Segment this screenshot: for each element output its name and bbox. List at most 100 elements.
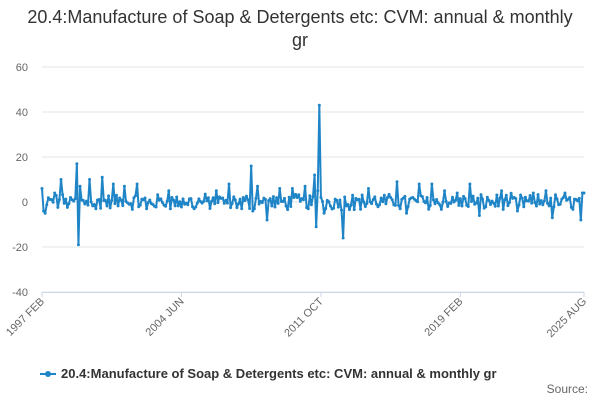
data-point[interactable] (249, 164, 253, 168)
data-point[interactable] (181, 197, 185, 201)
data-point[interactable] (270, 204, 274, 208)
data-point[interactable] (406, 205, 410, 208)
data-point[interactable] (379, 196, 383, 200)
data-point[interactable] (84, 199, 88, 203)
data-point[interactable] (257, 202, 261, 206)
data-point[interactable] (164, 204, 168, 208)
data-point[interactable] (263, 198, 267, 202)
data-point[interactable] (189, 197, 193, 201)
data-point[interactable] (577, 196, 581, 200)
data-point[interactable] (397, 203, 401, 207)
data-point[interactable] (83, 202, 87, 206)
data-point[interactable] (576, 199, 580, 203)
data-point[interactable] (309, 203, 313, 207)
data-point[interactable] (88, 178, 92, 181)
data-point[interactable] (365, 201, 369, 205)
data-point[interactable] (446, 205, 450, 208)
data-point[interactable] (195, 201, 199, 205)
data-point[interactable] (469, 200, 473, 204)
data-point[interactable] (40, 187, 44, 190)
data-point[interactable] (222, 201, 226, 205)
data-point[interactable] (100, 175, 104, 179)
data-point[interactable] (290, 187, 294, 190)
data-point[interactable] (530, 201, 534, 205)
data-point[interactable] (538, 202, 542, 206)
data-point[interactable] (373, 195, 377, 199)
data-point[interactable] (138, 203, 142, 207)
data-point[interactable] (282, 196, 286, 200)
data-point[interactable] (275, 196, 279, 200)
data-point[interactable] (428, 203, 432, 207)
data-point[interactable] (240, 207, 244, 211)
data-point[interactable] (359, 207, 363, 211)
data-point[interactable] (387, 192, 391, 196)
data-point[interactable] (286, 208, 290, 212)
data-point[interactable] (92, 202, 96, 206)
data-point[interactable] (211, 196, 215, 200)
data-point[interactable] (227, 182, 231, 186)
data-point[interactable] (542, 199, 546, 203)
data-point[interactable] (563, 191, 567, 195)
data-point[interactable] (552, 205, 556, 209)
data-point[interactable] (284, 204, 288, 208)
data-point[interactable] (295, 196, 299, 199)
data-point[interactable] (54, 193, 58, 197)
data-point[interactable] (561, 196, 565, 199)
data-point[interactable] (569, 205, 573, 209)
data-point[interactable] (417, 182, 421, 186)
data-point[interactable] (244, 194, 248, 198)
data-point[interactable] (316, 189, 320, 193)
data-point[interactable] (64, 197, 68, 201)
data-point[interactable] (528, 193, 532, 197)
data-point[interactable] (216, 201, 220, 205)
data-point[interactable] (94, 207, 98, 211)
data-point[interactable] (113, 202, 117, 206)
data-point[interactable] (328, 204, 332, 208)
data-point[interactable] (51, 200, 55, 204)
data-point[interactable] (458, 197, 462, 201)
data-point[interactable] (338, 198, 342, 202)
data-point[interactable] (69, 196, 73, 199)
data-point[interactable] (544, 189, 548, 193)
data-point[interactable] (248, 207, 252, 211)
data-point[interactable] (56, 205, 60, 209)
data-point[interactable] (439, 207, 443, 211)
data-point[interactable] (321, 200, 325, 204)
data-point[interactable] (105, 204, 109, 208)
data-point[interactable] (503, 198, 507, 202)
data-point[interactable] (568, 196, 572, 199)
data-point[interactable] (536, 193, 540, 197)
data-point[interactable] (170, 196, 174, 199)
data-point[interactable] (118, 196, 122, 200)
data-point[interactable] (267, 199, 271, 203)
data-point[interactable] (311, 195, 315, 199)
data-point[interactable] (371, 198, 375, 202)
data-point[interactable] (405, 211, 409, 215)
data-point[interactable] (495, 193, 499, 197)
data-point[interactable] (460, 204, 464, 208)
data-point[interactable] (114, 193, 118, 197)
data-point[interactable] (175, 195, 179, 199)
data-point[interactable] (463, 197, 467, 201)
data-point[interactable] (393, 203, 397, 207)
data-point[interactable] (99, 206, 103, 210)
data-point[interactable] (246, 198, 250, 202)
data-point[interactable] (514, 197, 518, 201)
data-point[interactable] (416, 200, 420, 204)
data-point[interactable] (523, 195, 527, 199)
data-point[interactable] (314, 225, 318, 229)
data-point[interactable] (546, 201, 550, 205)
data-point[interactable] (42, 209, 46, 213)
data-point[interactable] (254, 196, 258, 200)
data-point[interactable] (384, 202, 388, 206)
data-point[interactable] (168, 207, 172, 211)
legend-item[interactable]: 20.4:Manufacture of Soap & Detergents et… (40, 366, 497, 381)
data-point[interactable] (531, 191, 535, 195)
data-point[interactable] (76, 243, 80, 247)
data-point[interactable] (143, 196, 147, 200)
data-point[interactable] (381, 200, 385, 204)
data-point[interactable] (346, 202, 350, 206)
data-point[interactable] (466, 205, 470, 208)
data-point[interactable] (178, 200, 182, 204)
data-point[interactable] (504, 193, 508, 197)
